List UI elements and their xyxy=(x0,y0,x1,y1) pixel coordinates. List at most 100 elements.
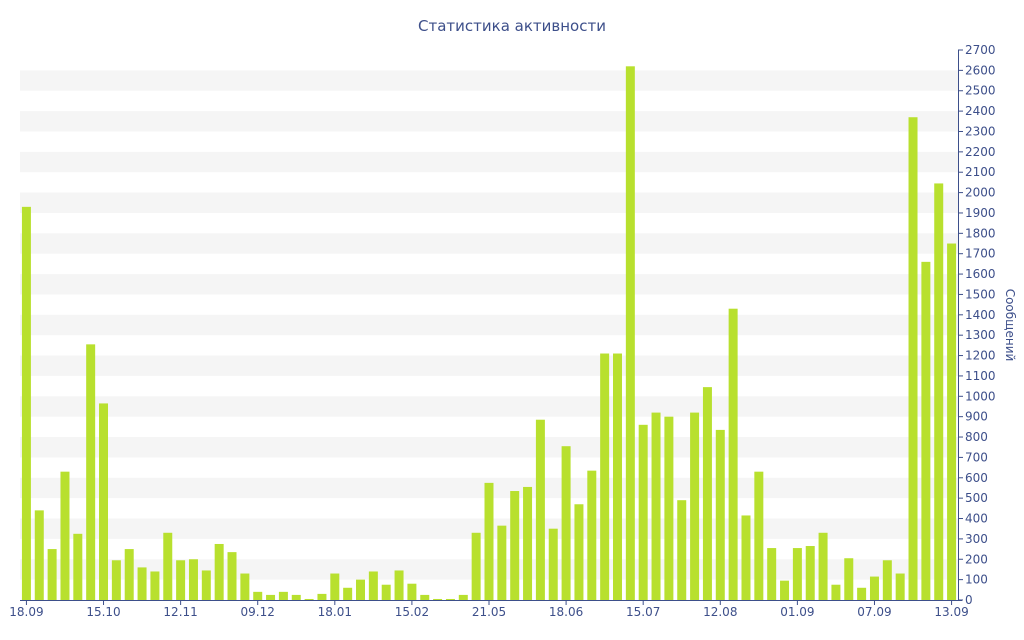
bar xyxy=(150,571,160,600)
bar xyxy=(343,587,353,600)
y-tick-label: 2600 xyxy=(965,63,996,77)
bar xyxy=(86,344,96,600)
bar xyxy=(882,560,892,600)
y-tick-label: 2400 xyxy=(965,104,996,118)
bar xyxy=(484,482,494,600)
x-tick-label: 15.10 xyxy=(86,605,120,619)
y-tick-label: 1800 xyxy=(965,226,996,240)
bar xyxy=(240,573,250,600)
y-tick-label: 1500 xyxy=(965,287,996,301)
y-tick-label: 1200 xyxy=(965,349,996,363)
x-tick-label: 18.01 xyxy=(318,605,352,619)
grid-band xyxy=(20,70,958,91)
y-tick-label: 900 xyxy=(965,410,988,424)
bar xyxy=(99,403,109,600)
x-tick-label: 13.09 xyxy=(934,605,968,619)
x-tick-label: 07.09 xyxy=(857,605,891,619)
bar xyxy=(664,416,674,600)
grid-band xyxy=(20,151,958,173)
x-axis-ticks: 18.09 15.10 12.11 09.12 18.01 15.02 21.05 18.06… xyxy=(9,600,969,619)
bar xyxy=(227,552,237,600)
bar xyxy=(857,587,867,600)
x-tick-label: 01.09 xyxy=(780,605,814,619)
y-tick-label: 1900 xyxy=(965,206,996,220)
grid-band xyxy=(20,314,958,336)
grid-band xyxy=(20,233,958,254)
bar xyxy=(548,528,558,600)
bar xyxy=(47,549,57,600)
y-axis-label: Сообщений xyxy=(1003,289,1017,362)
y-tick-label: 500 xyxy=(965,491,988,505)
y-tick-label: 100 xyxy=(965,573,988,587)
y-tick-label: 2500 xyxy=(965,84,996,98)
x-tick-label: 21.05 xyxy=(472,605,506,619)
bar xyxy=(754,471,764,600)
x-tick-label: 12.08 xyxy=(703,605,737,619)
bar xyxy=(805,546,815,600)
bar xyxy=(445,598,455,600)
bar xyxy=(497,525,507,600)
y-tick-label: 700 xyxy=(965,450,988,464)
bar xyxy=(34,510,44,600)
bar xyxy=(111,560,121,600)
bar xyxy=(201,570,211,600)
bar xyxy=(124,549,134,600)
bar xyxy=(73,533,83,600)
bar xyxy=(21,206,31,600)
y-tick-label: 800 xyxy=(965,430,988,444)
bar xyxy=(934,183,944,600)
bar xyxy=(702,387,712,600)
bar xyxy=(844,558,854,600)
bar xyxy=(651,412,661,600)
bar xyxy=(510,491,520,600)
grid-band xyxy=(20,111,958,132)
grid-band xyxy=(20,192,958,213)
bar xyxy=(137,567,147,600)
bar xyxy=(176,560,186,600)
bar xyxy=(947,243,957,600)
y-tick-label: 2700 xyxy=(965,43,996,57)
bar xyxy=(458,594,468,600)
y-tick-label: 400 xyxy=(965,512,988,526)
x-tick-label: 09.12 xyxy=(241,605,275,619)
bar xyxy=(625,66,635,601)
bar xyxy=(677,500,687,600)
y-tick-label: 2200 xyxy=(965,145,996,159)
bar xyxy=(921,261,931,600)
bar xyxy=(741,515,751,600)
x-tick-label: 15.02 xyxy=(395,605,429,619)
bar xyxy=(407,583,417,600)
y-axis-ticks: 0 100 200 300 400 500 600 700 800 900 1000 1100 1200… xyxy=(958,43,996,607)
bar xyxy=(188,559,198,600)
x-tick-label: 12.11 xyxy=(163,605,197,619)
bar-series xyxy=(21,66,957,601)
bar xyxy=(266,594,276,600)
y-tick-label: 300 xyxy=(965,532,988,546)
bar xyxy=(574,504,584,600)
y-tick-label: 2100 xyxy=(965,165,996,179)
grid-band xyxy=(20,274,958,295)
bar xyxy=(420,594,430,600)
grid-band xyxy=(20,396,958,417)
bar xyxy=(253,591,263,600)
bar xyxy=(780,580,790,600)
bar xyxy=(792,548,802,600)
bar xyxy=(523,486,533,600)
bar xyxy=(895,573,905,600)
grid-band xyxy=(20,437,958,458)
bar xyxy=(831,584,841,600)
y-tick-label: 1700 xyxy=(965,247,996,261)
y-tick-label: 0 xyxy=(965,593,973,607)
y-tick-label: 2000 xyxy=(965,186,996,200)
y-tick-label: 1100 xyxy=(965,369,996,383)
bar xyxy=(587,470,597,600)
bar xyxy=(278,591,288,600)
bar xyxy=(561,446,571,600)
bar xyxy=(317,593,327,600)
bar xyxy=(908,117,918,600)
bar xyxy=(728,308,738,600)
grid-bands xyxy=(20,70,958,580)
bar xyxy=(394,570,404,600)
